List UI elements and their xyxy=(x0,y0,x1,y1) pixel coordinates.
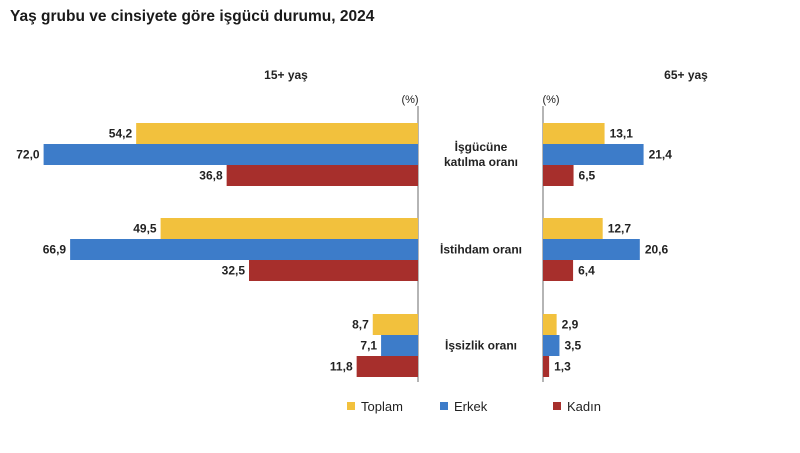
right-issizlik-orani-toplam-bar xyxy=(543,314,557,335)
right-isgucune-katilma-orani-kadin-label: 6,5 xyxy=(579,169,596,183)
right-issizlik-orani-toplam-label: 2,9 xyxy=(562,318,579,332)
left-issizlik-orani-kadin-bar xyxy=(356,356,418,377)
panel-title-65-plus: 65+ yaş xyxy=(664,68,708,82)
right-issizlik-orani-erkek-label: 3,5 xyxy=(564,339,581,353)
legend-swatch-toplam xyxy=(347,402,355,410)
legend-label-erkek: Erkek xyxy=(454,399,488,414)
panel-title-15-plus: 15+ yaş xyxy=(264,68,308,82)
left-istihdam-orani-erkek-label: 66,9 xyxy=(43,243,67,257)
left-isgucune-katilma-orani-kadin-bar xyxy=(226,165,418,186)
right-isgucune-katilma-orani-kadin-bar xyxy=(543,165,574,186)
category-label-issizlik-orani-line-1: İşsizlik oranı xyxy=(445,338,517,353)
left-issizlik-orani-erkek-bar xyxy=(381,335,418,356)
category-label-isgucune-katilma-orani-line-1: İşgücüne xyxy=(455,139,508,154)
left-isgucune-katilma-orani-toplam-bar xyxy=(136,123,418,144)
right-isgucune-katilma-orani-erkek-label: 21,4 xyxy=(649,148,673,162)
right-issizlik-orani-erkek-bar xyxy=(543,335,560,356)
right-issizlik-orani-kadin-label: 1,3 xyxy=(554,360,571,374)
right-istihdam-orani-erkek-label: 20,6 xyxy=(645,243,669,257)
unit-label-right: (%) xyxy=(542,94,559,106)
right-istihdam-orani-toplam-bar xyxy=(543,218,603,239)
right-istihdam-orani-kadin-label: 6,4 xyxy=(578,264,595,278)
left-issizlik-orani-toplam-bar xyxy=(372,314,418,335)
left-istihdam-orani-erkek-bar xyxy=(70,239,419,260)
left-issizlik-orani-erkek-label: 7,1 xyxy=(360,339,377,353)
chart-title: Yaş grubu ve cinsiyete göre işgücü durum… xyxy=(10,8,375,25)
right-issizlik-orani-kadin-bar xyxy=(543,356,550,377)
left-istihdam-orani-kadin-bar xyxy=(249,260,418,281)
right-istihdam-orani-kadin-bar xyxy=(543,260,574,281)
unit-label-left: (%) xyxy=(401,94,418,106)
left-istihdam-orani-kadin-label: 32,5 xyxy=(222,264,246,278)
right-isgucune-katilma-orani-toplam-bar xyxy=(543,123,605,144)
left-istihdam-orani-toplam-label: 49,5 xyxy=(133,222,157,236)
left-isgucune-katilma-orani-kadin-label: 36,8 xyxy=(199,169,223,183)
legend-swatch-erkek xyxy=(440,402,448,410)
category-label-istihdam-orani-line-1: İstihdam oranı xyxy=(440,242,522,257)
left-isgucune-katilma-orani-erkek-label: 72,0 xyxy=(16,148,40,162)
left-isgucune-katilma-orani-toplam-label: 54,2 xyxy=(109,127,133,141)
right-isgucune-katilma-orani-toplam-label: 13,1 xyxy=(610,127,634,141)
left-issizlik-orani-toplam-label: 8,7 xyxy=(352,318,369,332)
category-label-isgucune-katilma-orani-line-2: katılma oranı xyxy=(444,155,518,169)
right-istihdam-orani-erkek-bar xyxy=(543,239,640,260)
legend-label-kadin: Kadın xyxy=(567,399,601,414)
left-issizlik-orani-kadin-label: 11,8 xyxy=(330,360,353,374)
right-isgucune-katilma-orani-erkek-bar xyxy=(543,144,644,165)
legend-swatch-kadin xyxy=(553,402,561,410)
left-isgucune-katilma-orani-erkek-bar xyxy=(43,144,418,165)
right-istihdam-orani-toplam-label: 12,7 xyxy=(608,222,632,236)
left-istihdam-orani-toplam-bar xyxy=(160,218,418,239)
legend-label-toplam: Toplam xyxy=(361,399,403,414)
